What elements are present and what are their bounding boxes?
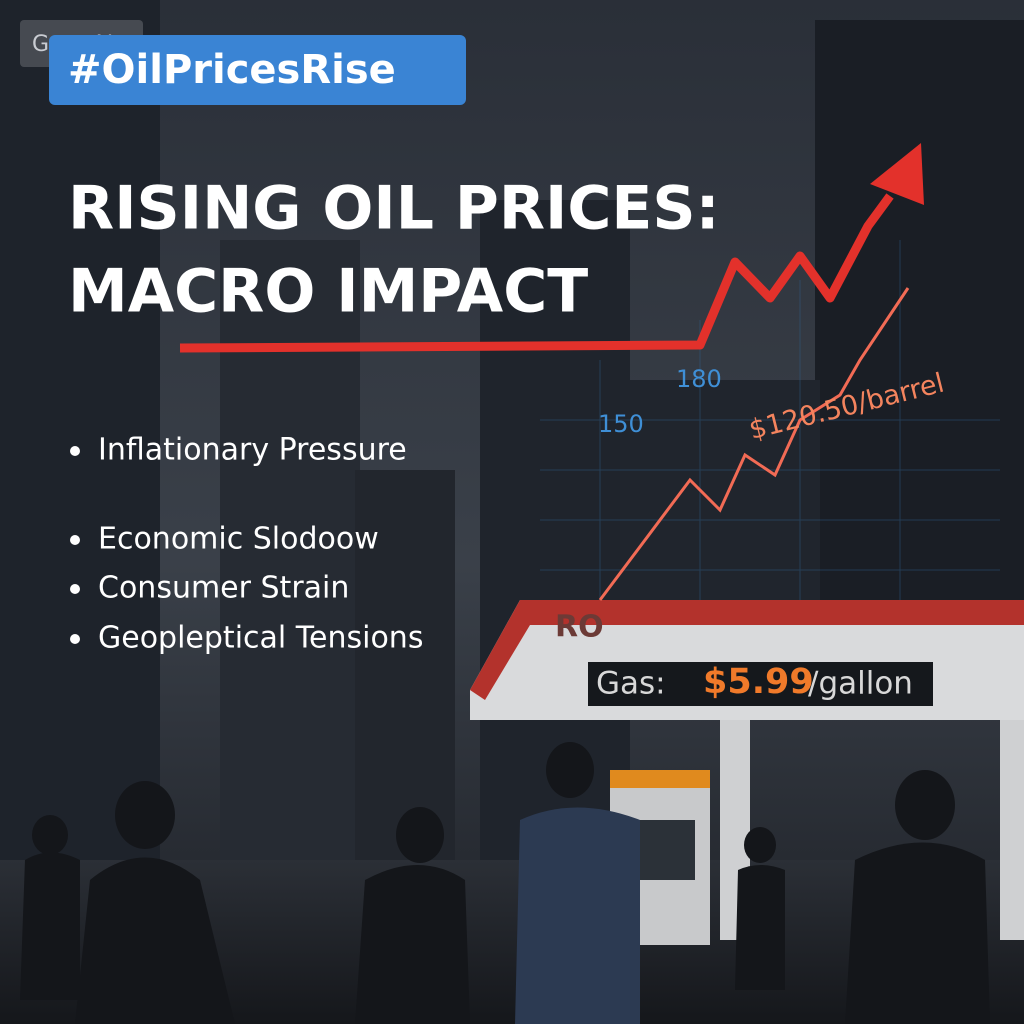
- overlay-tick: 180: [676, 365, 722, 393]
- sign-unit: /gallon: [808, 666, 913, 702]
- trend-line-thin: [598, 287, 910, 601]
- bullet-dots: [70, 446, 80, 644]
- arrow-head: [870, 143, 924, 205]
- people: [20, 742, 990, 1024]
- grid-overlay: [540, 240, 1000, 600]
- bullet: Geopleptical Tensions: [98, 621, 423, 656]
- hashtag: #OilPricesRise: [68, 47, 396, 93]
- price-sign: [588, 662, 933, 706]
- bullet: Economic Slodoow: [98, 522, 379, 557]
- station-brand: RO: [555, 610, 604, 645]
- hashtag-badge: [49, 35, 466, 105]
- bullet: Consumer Strain: [98, 571, 349, 606]
- sign-label: Gas:: [596, 666, 666, 702]
- title-line: RISING OIL PRICES:: [68, 174, 720, 244]
- trend-arrow: [179, 193, 894, 353]
- sign-price: $5.99: [703, 662, 814, 702]
- title-line: MACRO IMPACT: [68, 257, 588, 327]
- bullet: Inflationary Pressure: [98, 433, 407, 468]
- overlay-tick: 150: [598, 410, 644, 438]
